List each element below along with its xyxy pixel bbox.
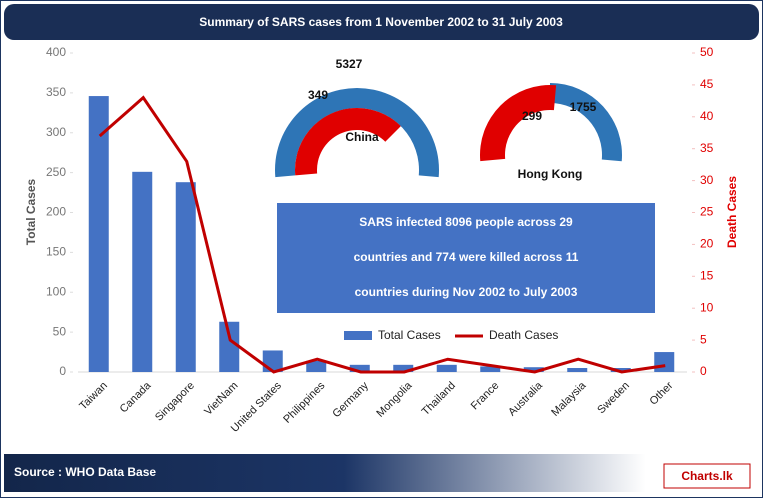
gauge-outer-arc [275, 87, 440, 178]
line [98, 95, 666, 374]
legend-swatch [344, 331, 372, 340]
y-tick-label: 150 [46, 245, 66, 259]
gauge-outer-arc [550, 83, 622, 162]
bar [654, 352, 675, 372]
y2-tick-label: 30 [700, 173, 714, 187]
bar [175, 182, 196, 372]
source: Source : WHO Data Base [14, 465, 156, 479]
bar [88, 96, 109, 372]
gauge-total: 1755 [570, 100, 597, 114]
logo: Charts.lk [663, 463, 751, 489]
gauge-label: China [345, 130, 379, 144]
y2-tick-label: 40 [700, 109, 714, 123]
y-axis-title: Total Cases [24, 178, 38, 245]
text-box [277, 203, 655, 313]
y2-tick-label: 45 [700, 77, 714, 91]
y-tick-label: 250 [46, 165, 66, 179]
y2-tick-label: 20 [700, 237, 714, 251]
text-box-line: SARS infected 8096 people across 29 [359, 215, 573, 229]
bar [480, 366, 501, 372]
text-box-line: countries and 774 were killed across 11 [354, 250, 579, 264]
y-tick-label: 300 [46, 125, 66, 139]
gauge-label: Hong Kong [518, 167, 583, 181]
y2-tick-label: 35 [700, 141, 714, 155]
y2-tick-label: 50 [700, 45, 714, 59]
y2-tick-label: 5 [700, 332, 707, 346]
legend-label: Death Cases [489, 328, 558, 342]
y2-tick-label: 10 [700, 300, 714, 314]
bar [523, 367, 544, 372]
logo-text: Charts.lk [681, 469, 733, 483]
gauge-deaths: 299 [522, 109, 542, 123]
bar [306, 360, 327, 372]
y-tick-label: 400 [46, 45, 66, 59]
gauge-total: 5327 [336, 57, 363, 71]
gauge-deaths: 349 [308, 88, 328, 102]
bar [610, 368, 631, 372]
logo-box [663, 463, 751, 489]
y-tick-label: 0 [59, 364, 66, 378]
y2-tick-label: 0 [700, 364, 707, 378]
source-bar [4, 454, 759, 492]
bar [132, 171, 153, 372]
gauge-inner-arc [480, 85, 557, 162]
title-bar [4, 4, 759, 40]
y2-tick-label: 15 [700, 268, 714, 282]
y2-axis-title: Death Cases [725, 176, 739, 248]
y-tick-label: 100 [46, 284, 66, 298]
y-tick-label: 350 [46, 85, 66, 99]
legend-label: Total Cases [378, 328, 441, 342]
y-tick-label: 200 [46, 205, 66, 219]
chart-title: Summary of SARS cases from 1 November 20… [199, 15, 563, 29]
text-box-line: countries during Nov 2002 to July 2003 [355, 285, 578, 299]
y2-tick-label: 25 [700, 205, 714, 219]
bar [219, 321, 240, 372]
bar [393, 364, 414, 372]
bar [567, 368, 588, 372]
gauge-inner-arc [295, 108, 401, 176]
bar [349, 364, 370, 372]
y-tick-label: 50 [53, 324, 67, 338]
bar [436, 364, 457, 372]
